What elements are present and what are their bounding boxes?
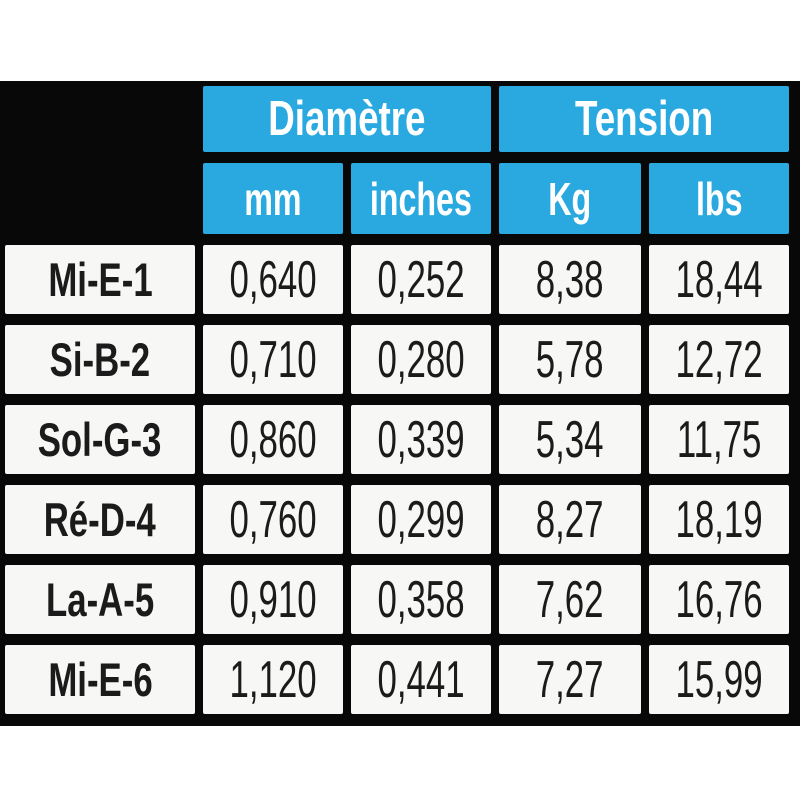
value-cell: 0,441 bbox=[351, 645, 491, 714]
value-cell: 5,78 bbox=[499, 325, 641, 394]
value-text: 0,358 bbox=[377, 570, 465, 629]
value-text: 0,280 bbox=[377, 330, 465, 389]
value-cell: 11,75 bbox=[649, 405, 789, 474]
value-cell: 18,19 bbox=[649, 485, 789, 554]
value-cell: 7,27 bbox=[499, 645, 641, 714]
value-text: 18,19 bbox=[675, 490, 763, 549]
column-header-inches: inches bbox=[351, 163, 491, 234]
column-header-mm: mm bbox=[203, 163, 343, 234]
group-header-tension-label: Tension bbox=[574, 91, 714, 146]
value-text: 16,76 bbox=[675, 570, 763, 629]
row-label-text: Mi-E-6 bbox=[47, 653, 153, 706]
row-label-text: Mi-E-1 bbox=[47, 253, 153, 306]
value-cell: 0,640 bbox=[203, 245, 343, 314]
group-header-diametre: Diamètre bbox=[203, 86, 491, 152]
corner-spacer bbox=[5, 86, 195, 152]
value-text: 8,38 bbox=[536, 250, 604, 309]
value-text: 0,710 bbox=[229, 330, 317, 389]
group-header-tension: Tension bbox=[499, 86, 789, 152]
row-label-text: Si-B-2 bbox=[49, 333, 151, 386]
value-cell: 0,339 bbox=[351, 405, 491, 474]
value-text: 5,78 bbox=[536, 330, 604, 389]
column-header-kg-label: Kg bbox=[548, 172, 592, 225]
column-header-kg: Kg bbox=[499, 163, 641, 234]
row-label: Ré-D-4 bbox=[5, 485, 195, 554]
value-text: 0,252 bbox=[377, 250, 465, 309]
row-label: Sol-G-3 bbox=[5, 405, 195, 474]
value-cell: 5,34 bbox=[499, 405, 641, 474]
value-cell: 0,710 bbox=[203, 325, 343, 394]
value-text: 0,760 bbox=[229, 490, 317, 549]
value-cell: 7,62 bbox=[499, 565, 641, 634]
value-text: 5,34 bbox=[536, 410, 604, 469]
value-cell: 0,860 bbox=[203, 405, 343, 474]
value-cell: 12,72 bbox=[649, 325, 789, 394]
value-text: 1,120 bbox=[229, 650, 317, 709]
row-label-text: Ré-D-4 bbox=[43, 493, 157, 546]
row-label-text: La-A-5 bbox=[45, 573, 155, 626]
group-header-diametre-label: Diamètre bbox=[268, 91, 426, 146]
value-cell: 15,99 bbox=[649, 645, 789, 714]
value-cell: 0,299 bbox=[351, 485, 491, 554]
value-cell: 0,280 bbox=[351, 325, 491, 394]
value-text: 0,299 bbox=[377, 490, 465, 549]
value-text: 0,860 bbox=[229, 410, 317, 469]
value-text: 7,62 bbox=[536, 570, 604, 629]
table-grid: Diamètre Tension mm inches Kg lbs Mi-E-1 bbox=[0, 81, 800, 726]
value-cell: 0,252 bbox=[351, 245, 491, 314]
value-cell: 8,38 bbox=[499, 245, 641, 314]
value-cell: 8,27 bbox=[499, 485, 641, 554]
column-header-inches-label: inches bbox=[370, 172, 473, 225]
value-text: 12,72 bbox=[675, 330, 763, 389]
value-text: 0,441 bbox=[377, 650, 465, 709]
row-label: La-A-5 bbox=[5, 565, 195, 634]
value-text: 11,75 bbox=[676, 410, 762, 469]
value-cell: 0,910 bbox=[203, 565, 343, 634]
value-cell: 16,76 bbox=[649, 565, 789, 634]
row-label-text: Sol-G-3 bbox=[38, 413, 162, 466]
value-cell: 0,358 bbox=[351, 565, 491, 634]
value-text: 0,640 bbox=[229, 250, 317, 309]
column-header-lbs-label: lbs bbox=[695, 172, 743, 225]
value-text: 8,27 bbox=[536, 490, 604, 549]
corner-spacer bbox=[5, 163, 195, 234]
string-spec-table: Diamètre Tension mm inches Kg lbs Mi-E-1 bbox=[0, 81, 800, 726]
value-cell: 1,120 bbox=[203, 645, 343, 714]
row-label: Mi-E-1 bbox=[5, 245, 195, 314]
value-text: 0,910 bbox=[229, 570, 317, 629]
row-label: Si-B-2 bbox=[5, 325, 195, 394]
row-label: Mi-E-6 bbox=[5, 645, 195, 714]
value-text: 15,99 bbox=[675, 650, 763, 709]
column-header-lbs: lbs bbox=[649, 163, 789, 234]
value-text: 0,339 bbox=[377, 410, 465, 469]
value-text: 18,44 bbox=[675, 250, 763, 309]
value-cell: 0,760 bbox=[203, 485, 343, 554]
column-header-mm-label: mm bbox=[244, 172, 302, 225]
value-text: 7,27 bbox=[536, 650, 604, 709]
value-cell: 18,44 bbox=[649, 245, 789, 314]
